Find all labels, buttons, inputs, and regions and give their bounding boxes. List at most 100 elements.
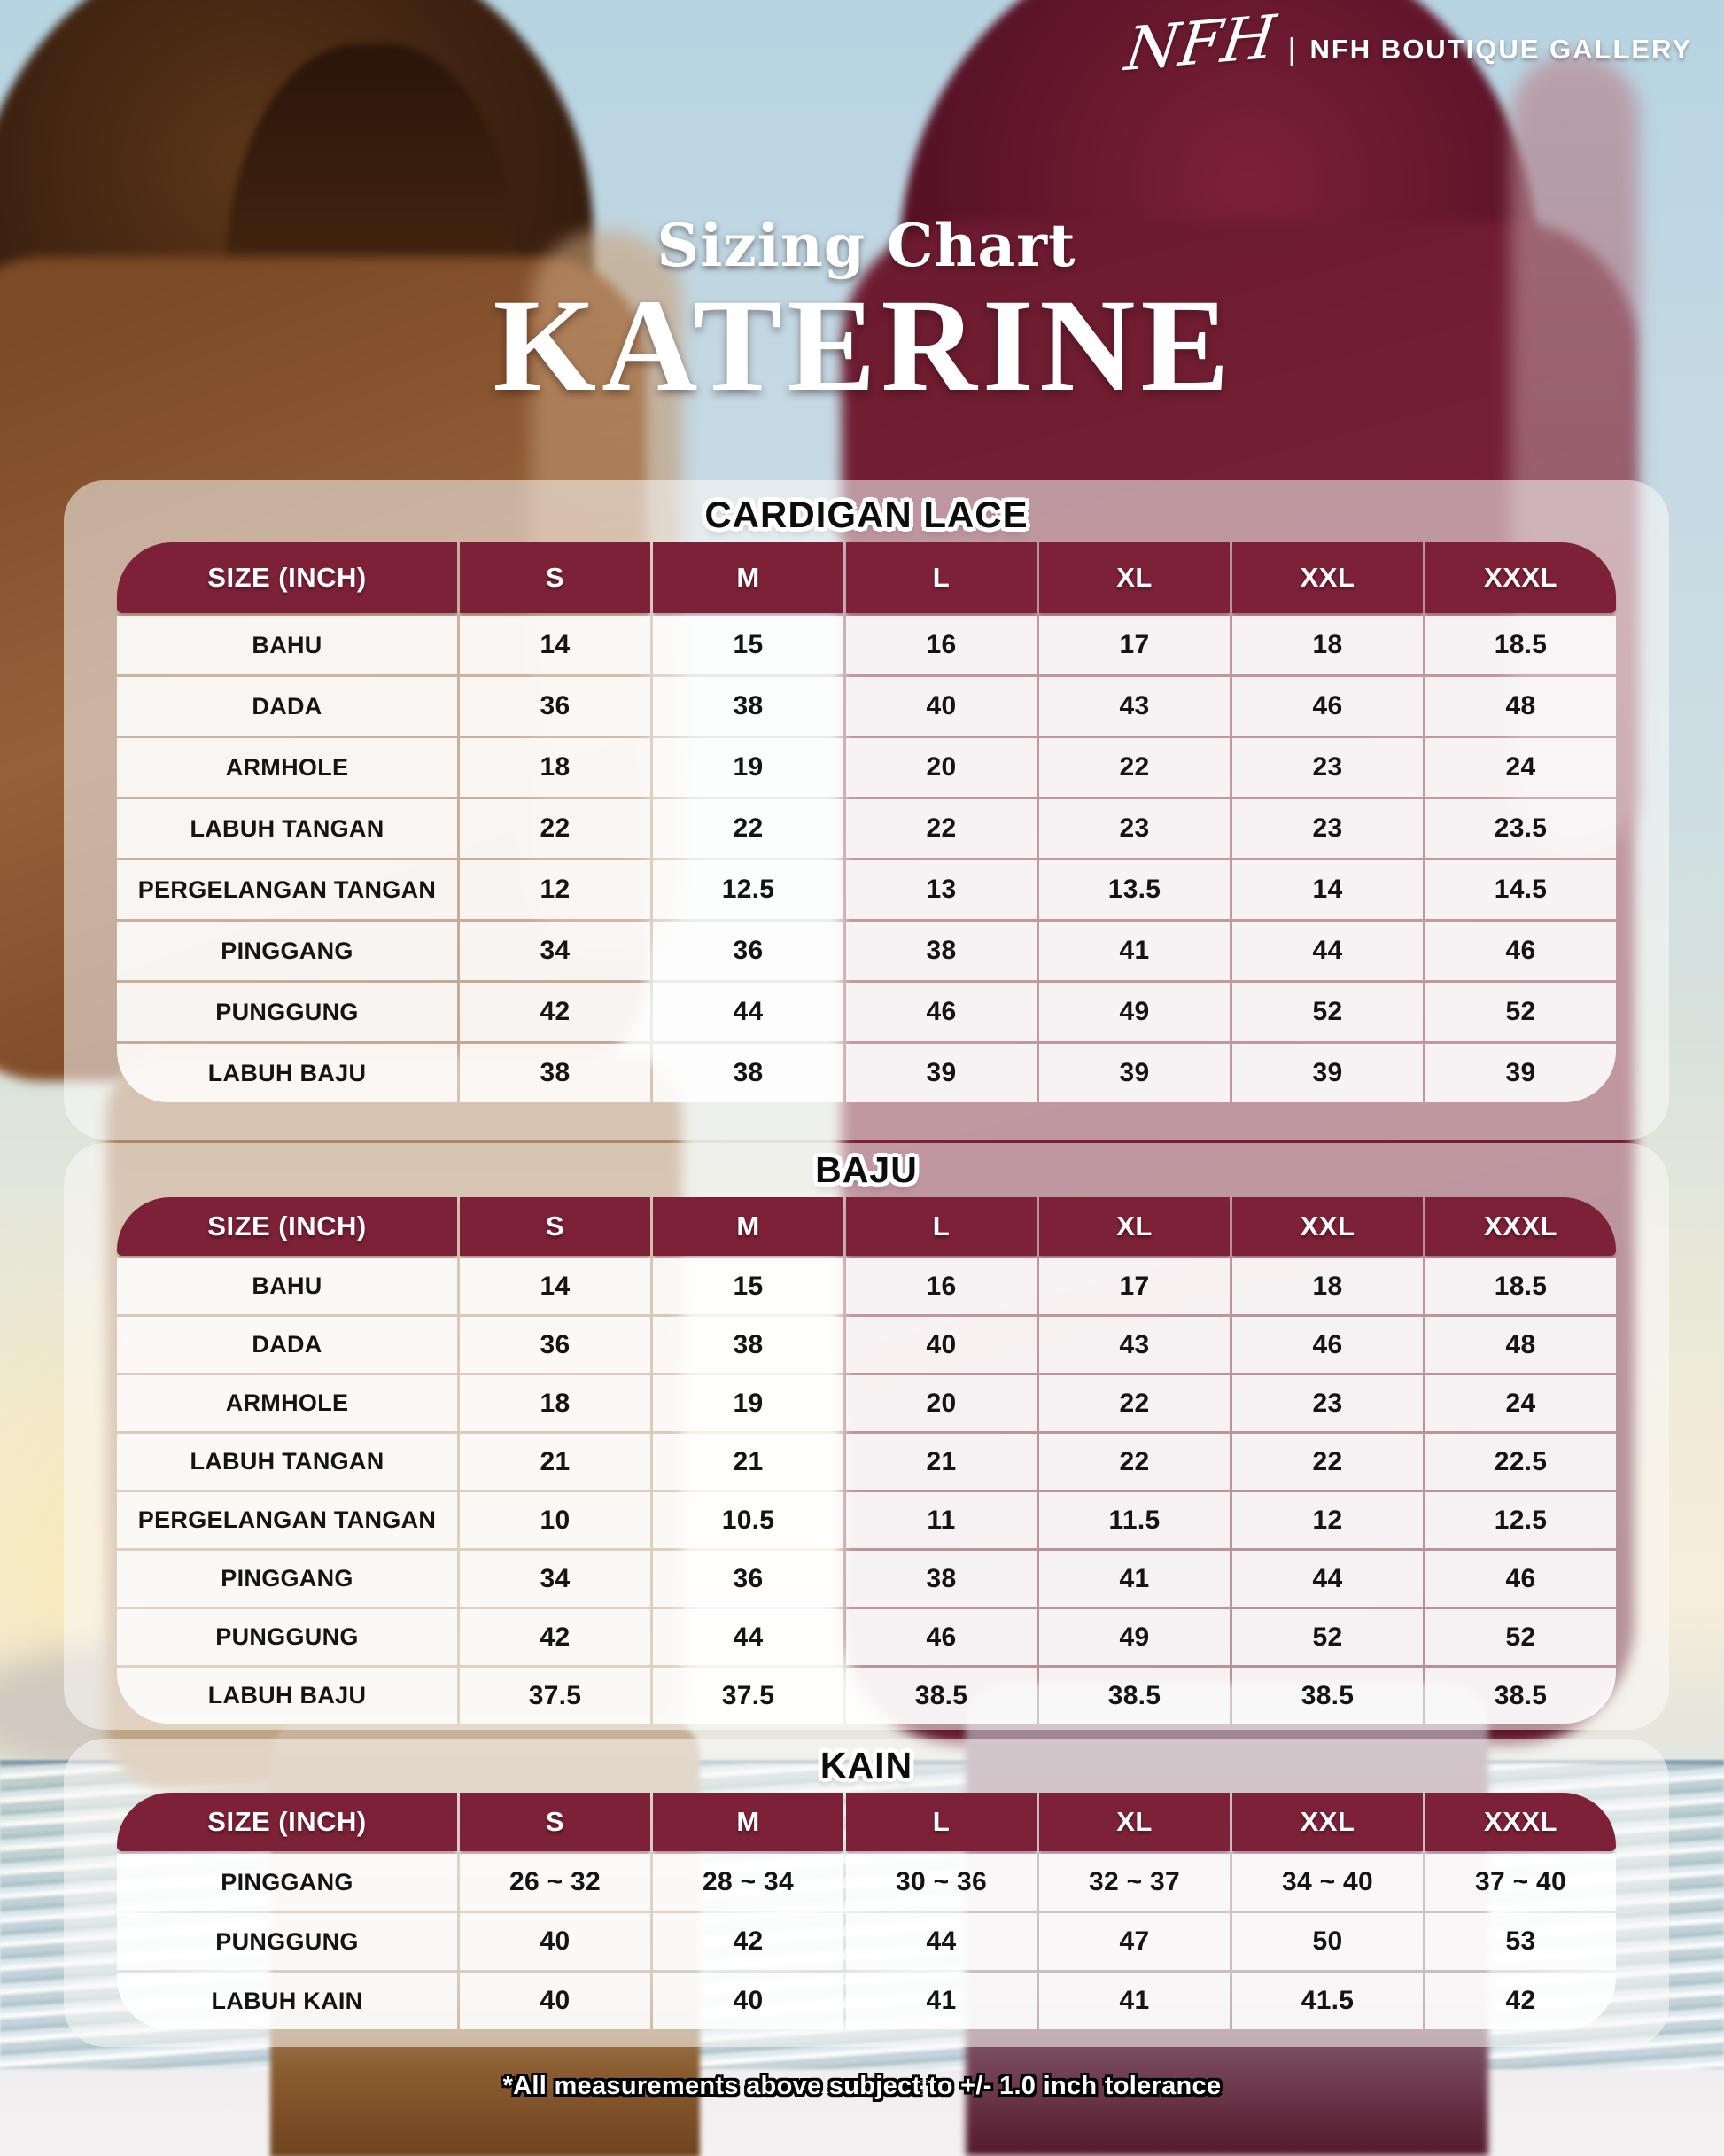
column-header-cell: SIZE (INCH): [117, 1793, 457, 1852]
value-cell: 18.5: [1425, 1258, 1616, 1315]
value-cell: 46: [846, 1609, 1037, 1666]
page-subtitle: Sizing Chart: [656, 211, 1076, 280]
value-cell: 41: [1039, 922, 1230, 981]
value-cell: 18: [460, 738, 650, 798]
value-cell: 38.5: [1425, 1668, 1616, 1724]
value-cell: 20: [846, 1375, 1037, 1432]
section-kain: KAIN SIZE (INCH) S M L XL XXL XXXL PINGGANG 26 ~…: [64, 1739, 1669, 2047]
value-cell: 36: [460, 1317, 650, 1374]
value-cell: 41: [846, 1973, 1037, 2030]
value-cell: 38: [460, 1044, 650, 1103]
column-header-cell: XXL: [1232, 1793, 1423, 1852]
value-cell: 19: [653, 738, 843, 798]
value-cell: 34: [460, 922, 650, 981]
value-cell: 43: [1039, 1317, 1230, 1374]
row-label: PINGGANG: [117, 1551, 457, 1607]
value-cell: 21: [846, 1434, 1037, 1491]
column-header-cell: S: [460, 1197, 650, 1257]
column-header-cell: S: [460, 542, 650, 614]
row-label: ARMHOLE: [117, 738, 457, 798]
value-cell: 48: [1425, 677, 1616, 736]
value-cell: 21: [460, 1434, 650, 1491]
value-cell: 20: [846, 738, 1037, 798]
value-cell: 34: [460, 1551, 650, 1607]
value-cell: 49: [1039, 983, 1230, 1042]
section-heading: CARDIGAN LACE: [704, 494, 1029, 535]
value-cell: 18: [1232, 1258, 1423, 1315]
value-cell: 36: [460, 677, 650, 736]
value-cell: 28 ~ 34: [653, 1854, 843, 1911]
section-heading: BAJU: [815, 1149, 918, 1190]
value-cell: 44: [1232, 1551, 1423, 1607]
value-cell: 46: [1425, 1551, 1616, 1607]
value-cell: 11: [846, 1492, 1037, 1549]
value-cell: 21: [653, 1434, 843, 1491]
column-header-cell: XL: [1039, 542, 1230, 614]
value-cell: 48: [1425, 1317, 1616, 1374]
value-cell: 22.5: [1425, 1434, 1616, 1491]
value-cell: 52: [1425, 1609, 1616, 1666]
column-header-cell: M: [653, 1793, 843, 1852]
value-cell: 49: [1039, 1609, 1230, 1666]
value-cell: 10: [460, 1492, 650, 1549]
value-cell: 12.5: [1425, 1492, 1616, 1549]
value-cell: 18: [460, 1375, 650, 1432]
value-cell: 24: [1425, 1375, 1616, 1432]
row-label: DADA: [117, 677, 457, 736]
value-cell: 11.5: [1039, 1492, 1230, 1549]
value-cell: 52: [1232, 983, 1423, 1042]
column-header-cell: L: [846, 542, 1037, 614]
value-cell: 13.5: [1039, 860, 1230, 920]
value-cell: 42: [460, 983, 650, 1042]
row-label: PERGELANGAN TANGAN: [117, 860, 457, 920]
row-label: PUNGGUNG: [117, 983, 457, 1042]
section-cardigan-lace: CARDIGAN LACE SIZE (INCH) S M L XL XXL XXXL BAH…: [64, 480, 1669, 1140]
value-cell: 32 ~ 37: [1039, 1854, 1230, 1911]
value-cell: 40: [653, 1973, 843, 2030]
value-cell: 42: [1425, 1973, 1616, 2030]
row-label: PINGGANG: [117, 1854, 457, 1911]
value-cell: 15: [653, 616, 843, 675]
value-cell: 40: [846, 677, 1037, 736]
value-cell: 46: [846, 983, 1037, 1042]
value-cell: 14: [1232, 860, 1423, 920]
value-cell: 38.5: [1232, 1668, 1423, 1724]
value-cell: 44: [846, 1913, 1037, 1971]
value-cell: 37.5: [460, 1668, 650, 1724]
section-heading: KAIN: [819, 1745, 913, 1786]
value-cell: 14.5: [1425, 860, 1616, 920]
column-header-cell: XXL: [1232, 542, 1423, 614]
value-cell: 40: [460, 1973, 650, 2030]
column-header-cell: M: [653, 542, 843, 614]
value-cell: 37 ~ 40: [1425, 1854, 1616, 1911]
value-cell: 14: [460, 1258, 650, 1315]
row-label: DADA: [117, 1317, 457, 1374]
value-cell: 22: [1039, 738, 1230, 798]
section-baju: BAJU SIZE (INCH) S M L XL XXL XXXL BAHU 14 15 16 17…: [64, 1143, 1669, 1730]
value-cell: 17: [1039, 616, 1230, 675]
column-header-cell: XL: [1039, 1197, 1230, 1257]
value-cell: 40: [846, 1317, 1037, 1374]
row-label: LABUH TANGAN: [117, 1434, 457, 1491]
row-label: LABUH BAJU: [117, 1668, 457, 1724]
value-cell: 39: [1039, 1044, 1230, 1103]
value-cell: 12.5: [653, 860, 843, 920]
size-table: SIZE (INCH) S M L XL XXL XXXL BAHU 14 15 16 17 18 18.…: [117, 542, 1616, 1103]
value-cell: 37.5: [653, 1668, 843, 1724]
value-cell: 39: [1232, 1044, 1423, 1103]
value-cell: 41: [1039, 1551, 1230, 1607]
product-title: KATERINE: [493, 272, 1235, 419]
column-header-cell: XXXL: [1425, 1793, 1616, 1852]
value-cell: 22: [1039, 1375, 1230, 1432]
value-cell: 38.5: [846, 1668, 1037, 1724]
value-cell: 16: [846, 616, 1037, 675]
value-cell: 53: [1425, 1913, 1616, 1971]
brand-name: NFH BOUTIQUE GALLERY: [1309, 34, 1692, 65]
value-cell: 12: [1232, 1492, 1423, 1549]
value-cell: 38: [846, 922, 1037, 981]
brand-logo-separator: |: [1287, 32, 1296, 66]
size-table: SIZE (INCH) S M L XL XXL XXXL BAHU 14 15 16 17 18 18.…: [117, 1197, 1616, 1724]
value-cell: 46: [1232, 677, 1423, 736]
row-label: BAHU: [117, 616, 457, 675]
value-cell: 23: [1232, 738, 1423, 798]
